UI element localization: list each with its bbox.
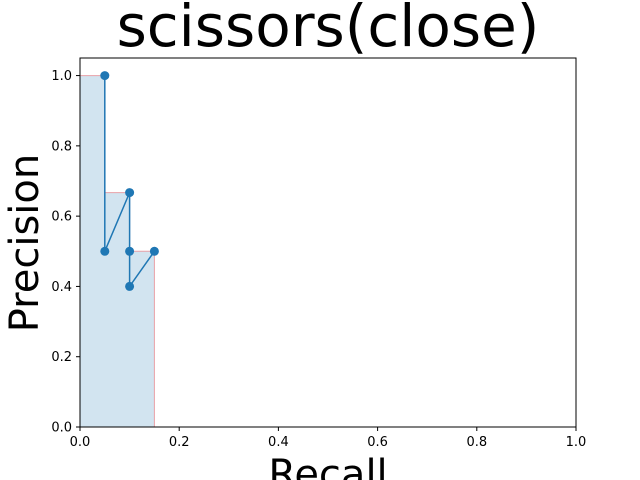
x-tick-label: 0.8	[466, 435, 487, 450]
x-tick-label: 0.0	[70, 435, 91, 450]
y-tick-label: 0.6	[51, 210, 72, 225]
y-tick-label: 0.4	[51, 280, 72, 295]
y-tick-label: 0.8	[51, 139, 72, 154]
data-point-5	[149, 246, 159, 256]
x-tick-label: 1.0	[566, 435, 587, 450]
interpolated-precision-area	[80, 75, 155, 428]
x-tick-label: 0.4	[268, 435, 289, 450]
data-point-0	[100, 71, 110, 81]
series-line-0	[104, 75, 156, 289]
chart-title: scissors(close)	[117, 0, 540, 60]
y-tick-label: 1.0	[51, 69, 72, 84]
y-tick-label: 0.0	[51, 421, 72, 436]
y-tick-label: 0.2	[51, 350, 72, 365]
plot-area	[80, 71, 159, 428]
data-point-1	[100, 246, 110, 256]
y-axis: 0.0 0.2 0.4 0.6 0.8 1.0	[51, 69, 80, 436]
x-axis: 0.0 0.2 0.4 0.6 0.8 1.0	[70, 427, 587, 450]
x-axis-label: Recall	[268, 452, 387, 480]
y-axis-label: Precision	[2, 154, 48, 332]
x-tick-label: 0.6	[367, 435, 388, 450]
data-point-2	[125, 188, 135, 198]
data-point-3	[125, 246, 135, 256]
x-tick-label: 0.2	[169, 435, 190, 450]
data-point-4	[125, 281, 135, 291]
axes-frame	[79, 57, 577, 428]
